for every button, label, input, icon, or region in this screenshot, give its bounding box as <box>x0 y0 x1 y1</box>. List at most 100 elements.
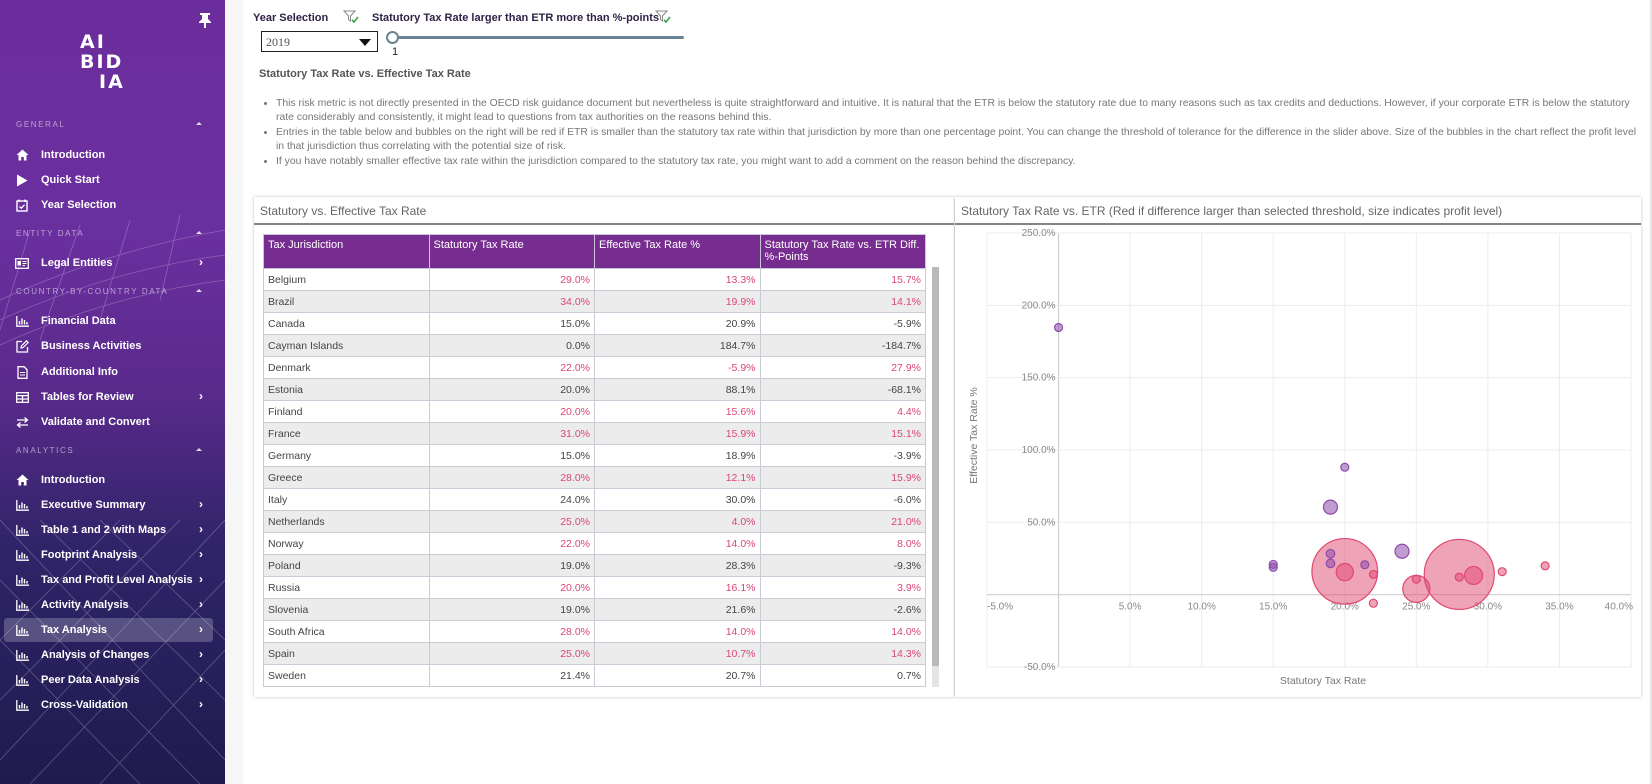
sidebar-item-label: Year Selection <box>41 199 117 211</box>
sidebar-item-introduction[interactable]: Introduction <box>4 468 213 492</box>
cell-statutory-rate: 15.0% <box>428 312 595 335</box>
cell-jurisdiction: Estonia <box>263 378 430 401</box>
sidebar-item-tax-and-profit-level-analysis[interactable]: Tax and Profit Level Analysis › <box>4 568 213 592</box>
bubble-flagged[interactable] <box>1411 574 1421 584</box>
chevron-right-icon: › <box>199 572 203 586</box>
cell-jurisdiction: Netherlands <box>263 510 430 533</box>
pin-icon[interactable] <box>198 12 212 28</box>
table-row[interactable]: Canada 15.0% 20.9% -5.9% <box>263 312 926 335</box>
home-icon <box>15 148 29 162</box>
year-select[interactable]: 2019 <box>261 31 378 52</box>
section-header-analytics[interactable]: ANALYTICS <box>16 446 208 460</box>
sidebar-item-table-1-and-2-with-maps[interactable]: Table 1 and 2 with Maps › <box>4 518 213 542</box>
sidebar-item-legal-entities[interactable]: Legal Entities › <box>4 251 213 275</box>
cell-jurisdiction: Sweden <box>263 664 430 687</box>
filter-check-icon[interactable] <box>655 10 671 24</box>
sidebar-item-financial-data[interactable]: Financial Data <box>4 309 213 333</box>
collapse-caret-icon[interactable] <box>196 289 202 292</box>
sidebar-background-pattern <box>0 214 225 784</box>
collapse-caret-icon[interactable] <box>196 122 202 125</box>
table-row[interactable]: Denmark 22.0% -5.9% 27.9% <box>263 356 926 379</box>
description-bullet: Entries in the table below and bubbles o… <box>276 126 1641 155</box>
bubble[interactable] <box>1360 560 1370 570</box>
table-row[interactable]: Belgium 29.0% 13.3% 15.7% <box>263 268 926 291</box>
sidebar-item-tables-for-review[interactable]: Tables for Review › <box>4 385 213 409</box>
bubble[interactable] <box>1268 562 1278 572</box>
bubble[interactable] <box>1340 462 1350 472</box>
collapse-caret-icon[interactable] <box>196 231 202 234</box>
column-header-diff[interactable]: Statutory Tax Rate vs. ETR Diff. %-Point… <box>759 234 926 269</box>
bubble-flagged[interactable] <box>1497 567 1507 577</box>
sidebar-item-introduction[interactable]: Introduction <box>4 143 213 167</box>
section-header-entity-data[interactable]: ENTITY DATA <box>16 229 208 243</box>
table-row[interactable]: Germany 15.0% 18.9% -3.9% <box>263 444 926 467</box>
cell-effective-rate: 13.3% <box>594 268 761 291</box>
table-row[interactable]: Finland 20.0% 15.6% 4.4% <box>263 400 926 423</box>
sidebar-item-quick-start[interactable]: Quick Start <box>4 168 213 192</box>
table-scrollbar[interactable] <box>932 267 939 687</box>
cell-statutory-rate: 34.0% <box>428 290 595 313</box>
table-row[interactable]: Netherlands 25.0% 4.0% 21.0% <box>263 510 926 533</box>
sidebar-item-footprint-analysis[interactable]: Footprint Analysis › <box>4 543 213 567</box>
column-header-etr[interactable]: Effective Tax Rate % <box>594 234 761 269</box>
table-row[interactable]: Russia 20.0% 16.1% 3.9% <box>263 576 926 599</box>
table-scrollbar-thumb[interactable] <box>932 267 939 666</box>
bubble[interactable] <box>1325 558 1336 569</box>
bubble[interactable] <box>1053 322 1064 333</box>
bubble-flagged[interactable] <box>1540 561 1550 571</box>
table-row[interactable]: South Africa 28.0% 14.0% 14.0% <box>263 620 926 643</box>
threshold-slider-thumb[interactable] <box>386 31 399 44</box>
threshold-slider-label: Statutory Tax Rate larger than ETR more … <box>372 12 660 24</box>
sidebar-item-executive-summary[interactable]: Executive Summary › <box>4 493 213 517</box>
filter-check-icon[interactable] <box>343 10 359 24</box>
threshold-slider-track[interactable] <box>394 36 684 39</box>
sidebar-item-activity-analysis[interactable]: Activity Analysis › <box>4 593 213 617</box>
table-row[interactable]: Greece 28.0% 12.1% 15.9% <box>263 466 926 489</box>
page-scrollbar[interactable] <box>1650 0 1652 784</box>
tax-rate-table-panel: Statutory vs. Effective Tax Rate Tax Jur… <box>254 197 954 697</box>
section-header-general[interactable]: GENERAL <box>16 120 208 134</box>
bubble-flagged[interactable] <box>1454 572 1464 582</box>
table-row[interactable]: Estonia 20.0% 88.1% -68.1% <box>263 378 926 401</box>
sidebar-item-tax-analysis[interactable]: Tax Analysis › <box>4 618 213 642</box>
sidebar-item-peer-data-analysis[interactable]: Peer Data Analysis › <box>4 668 213 692</box>
bubble-flagged[interactable] <box>1368 569 1378 580</box>
column-header-statutory[interactable]: Statutory Tax Rate <box>428 234 595 269</box>
sidebar-item-year-selection[interactable]: Year Selection <box>4 193 213 217</box>
chevron-right-icon: › <box>199 522 203 536</box>
bubble[interactable] <box>1322 499 1339 515</box>
sidebar-item-cross-validation[interactable]: Cross-Validation › <box>4 693 213 717</box>
sidebar-item-validate-and-convert[interactable]: Validate and Convert <box>4 410 213 434</box>
column-header-jurisdiction[interactable]: Tax Jurisdiction <box>263 234 430 269</box>
bubble-flagged[interactable] <box>1335 562 1354 582</box>
collapse-caret-icon[interactable] <box>196 448 202 451</box>
table-row[interactable]: Brazil 34.0% 19.9% 14.1% <box>263 290 926 313</box>
table-icon <box>15 390 29 404</box>
bubble-flagged[interactable] <box>1368 598 1378 608</box>
cell-rate-difference: -184.7% <box>759 334 926 357</box>
table-row[interactable]: Slovenia 19.0% 21.6% -2.6% <box>263 598 926 621</box>
cell-jurisdiction: Greece <box>263 466 430 489</box>
sidebar-item-additional-info[interactable]: Additional Info <box>4 360 213 384</box>
cell-rate-difference: 4.4% <box>759 400 926 423</box>
table-row[interactable]: Spain 25.0% 10.7% 14.3% <box>263 642 926 665</box>
cell-statutory-rate: 28.0% <box>428 466 595 489</box>
sidebar-item-analysis-of-changes[interactable]: Analysis of Changes › <box>4 643 213 667</box>
table-row[interactable]: Poland 19.0% 28.3% -9.3% <box>263 554 926 577</box>
cell-rate-difference: 21.0% <box>759 510 926 533</box>
tax-rate-table: Tax Jurisdiction Statutory Tax Rate Effe… <box>263 234 926 687</box>
cell-statutory-rate: 25.0% <box>428 510 595 533</box>
bubble[interactable] <box>1325 548 1336 559</box>
cell-jurisdiction: Slovenia <box>263 598 430 621</box>
section-header-country-by-country-data[interactable]: COUNTRY-BY-COUNTRY DATA <box>16 287 208 301</box>
table-row[interactable]: Italy 24.0% 30.0% -6.0% <box>263 488 926 511</box>
bubble-flagged[interactable] <box>1463 565 1484 586</box>
bubble[interactable] <box>1394 543 1410 559</box>
table-row[interactable]: Norway 22.0% 14.0% 8.0% <box>263 532 926 555</box>
table-row[interactable]: Sweden 21.4% 20.7% 0.7% <box>263 664 926 687</box>
sidebar-item-label: Tax Analysis <box>41 624 108 636</box>
sidebar-item-business-activities[interactable]: Business Activities <box>4 334 213 358</box>
cell-statutory-rate: 28.0% <box>428 620 595 643</box>
table-row[interactable]: France 31.0% 15.9% 15.1% <box>263 422 926 445</box>
table-row[interactable]: Cayman Islands 0.0% 184.7% -184.7% <box>263 334 926 357</box>
